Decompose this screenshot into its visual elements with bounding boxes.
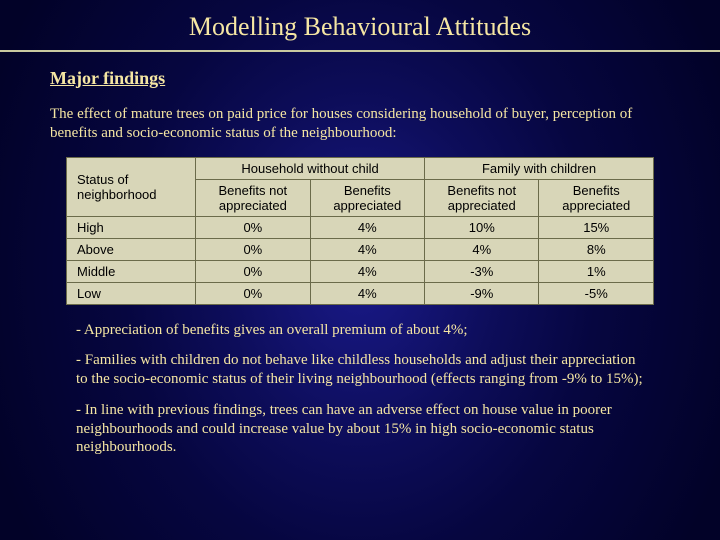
table-row: Middle 0% 4% -3% 1%: [67, 260, 654, 282]
row-label: Low: [67, 282, 196, 304]
subheader-1a: Benefits not appreciated: [196, 179, 310, 216]
finding-2: - Families with children do not behave l…: [76, 351, 644, 389]
cell: 0%: [196, 216, 310, 238]
cell: 4%: [310, 260, 424, 282]
slide-title: Modelling Behavioural Attitudes: [0, 0, 720, 50]
cell: -9%: [425, 282, 539, 304]
group-header-1: Household without child: [196, 157, 425, 179]
cell: 10%: [425, 216, 539, 238]
cell: 4%: [310, 282, 424, 304]
cell: -5%: [539, 282, 654, 304]
table-header-row-1: Status of neighborhood Household without…: [67, 157, 654, 179]
intro-text: The effect of mature trees on paid price…: [50, 105, 670, 143]
findings-list: - Appreciation of benefits gives an over…: [76, 321, 644, 458]
cell: 0%: [196, 282, 310, 304]
cell: 4%: [310, 238, 424, 260]
cell: 1%: [539, 260, 654, 282]
row-label: Above: [67, 238, 196, 260]
finding-3: - In line with previous findings, trees …: [76, 401, 644, 457]
subheading: Major findings: [50, 68, 670, 89]
finding-1: - Appreciation of benefits gives an over…: [76, 321, 644, 340]
table-row: Above 0% 4% 4% 8%: [67, 238, 654, 260]
row-label: High: [67, 216, 196, 238]
table-row: Low 0% 4% -9% -5%: [67, 282, 654, 304]
corner-cell: Status of neighborhood: [67, 157, 196, 216]
content-area: Major findings The effect of mature tree…: [0, 52, 720, 457]
cell: 0%: [196, 260, 310, 282]
cell: 8%: [539, 238, 654, 260]
row-label: Middle: [67, 260, 196, 282]
subheader-2b: Benefits appreciated: [539, 179, 654, 216]
table-container: Status of neighborhood Household without…: [66, 157, 654, 305]
table-row: High 0% 4% 10% 15%: [67, 216, 654, 238]
group-header-2: Family with children: [425, 157, 654, 179]
cell: 15%: [539, 216, 654, 238]
subheader-1b: Benefits appreciated: [310, 179, 424, 216]
subheader-2a: Benefits not appreciated: [425, 179, 539, 216]
data-table: Status of neighborhood Household without…: [66, 157, 654, 305]
cell: 0%: [196, 238, 310, 260]
cell: 4%: [310, 216, 424, 238]
cell: 4%: [425, 238, 539, 260]
cell: -3%: [425, 260, 539, 282]
